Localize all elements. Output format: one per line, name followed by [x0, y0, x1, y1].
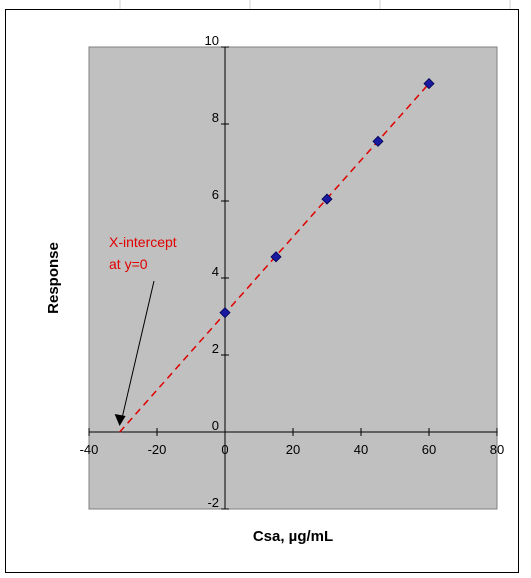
annotation-arrow-shaft [121, 280, 155, 421]
plot-area [88, 46, 498, 510]
y-tick-label: 4 [212, 264, 219, 279]
data-point [423, 78, 435, 90]
y-tick-label: 8 [212, 110, 219, 125]
y-axis-title: Response [45, 242, 62, 314]
data-point [372, 135, 384, 147]
annotation-group: X-intercept at y=0 [109, 234, 177, 426]
y-tick-label: 10 [205, 33, 219, 48]
annotation-arrow-head [114, 414, 126, 426]
data-point [219, 307, 231, 319]
y-tick-label: 0 [212, 418, 219, 433]
x-tick-label: 0 [221, 442, 228, 457]
x-tick-label: 20 [286, 442, 300, 457]
data-point [321, 193, 333, 205]
y-tick-label: 2 [212, 341, 219, 356]
annotation-text: X-intercept [109, 234, 177, 250]
y-tick-label: 6 [212, 187, 219, 202]
x-tick-label: -20 [148, 442, 167, 457]
x-axis-title: Csa, µg/mL [253, 528, 333, 545]
x-tick-label: 60 [422, 442, 436, 457]
x-tick-label: 80 [490, 442, 504, 457]
y-tick-label: -2 [207, 495, 219, 510]
x-tick-label: 40 [354, 442, 368, 457]
data-points [219, 78, 435, 319]
data-point [270, 251, 282, 263]
annotation-text: at y=0 [109, 256, 148, 272]
x-tick-label: -40 [80, 442, 99, 457]
